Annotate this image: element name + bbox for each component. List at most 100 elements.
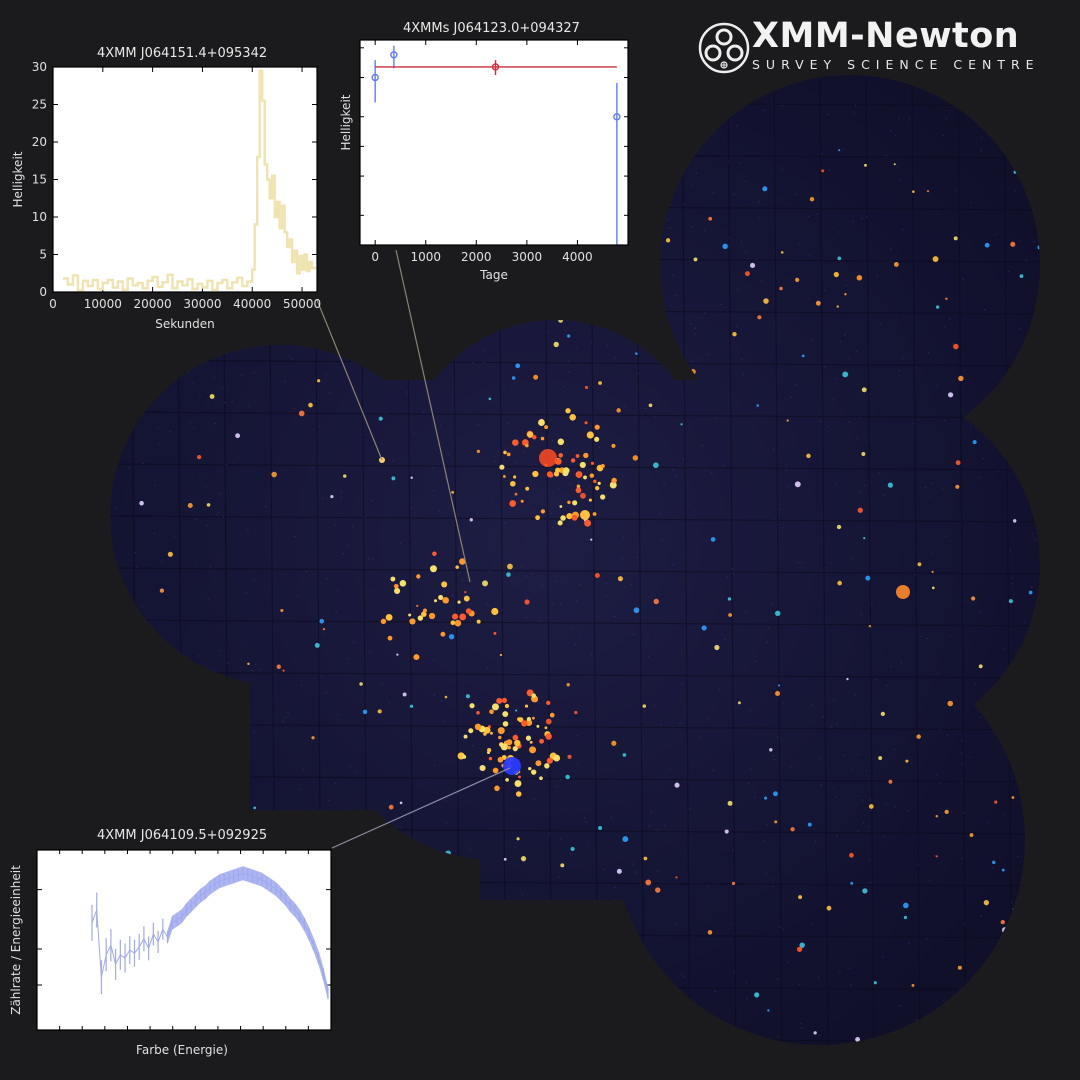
- mosaic-noise-dot: [258, 669, 261, 672]
- cluster-source: [526, 717, 532, 722]
- mosaic-noise-dot: [894, 806, 896, 808]
- mosaic-noise-dot: [1014, 189, 1016, 192]
- mosaic-noise-dot: [358, 349, 361, 351]
- xray-source: [644, 282, 650, 288]
- cluster-source: [562, 467, 570, 475]
- mosaic-noise-dot: [603, 868, 605, 870]
- mosaic-noise-dot: [936, 774, 938, 776]
- mosaic-noise-dot: [672, 468, 674, 471]
- mosaic-noise-dot: [740, 358, 743, 361]
- mosaic-noise-dot: [576, 600, 578, 602]
- mosaic-chip-line: [110, 463, 1040, 471]
- mosaic-noise-dot: [605, 582, 607, 585]
- mosaic-noise-dot: [240, 810, 243, 813]
- xray-source: [969, 833, 974, 837]
- cluster-source: [528, 766, 532, 771]
- lightcurve-y-tick-label: 15: [32, 173, 47, 187]
- cluster-source: [510, 480, 516, 487]
- mosaic-noise-dot: [110, 521, 111, 524]
- mosaic-noise-dot: [513, 973, 515, 975]
- mosaic-noise-dot: [357, 316, 359, 318]
- mosaic-noise-dot: [970, 201, 972, 204]
- xray-source: [731, 881, 736, 886]
- xray-source: [903, 902, 909, 909]
- mosaic-noise-dot: [577, 314, 580, 317]
- xray-source: [209, 394, 215, 399]
- logo-title: XMM-Newton: [752, 16, 1020, 56]
- xray-source: [612, 1013, 617, 1019]
- mosaic-noise-dot: [641, 265, 644, 267]
- mosaic-noise-dot: [548, 833, 551, 835]
- mosaic-noise-dot: [220, 695, 223, 698]
- mosaic-noise-dot: [1023, 622, 1026, 624]
- bright-source: [896, 585, 910, 599]
- xray-source: [727, 597, 732, 601]
- mosaic-noise-dot: [552, 526, 554, 529]
- mosaic-noise-dot: [683, 203, 686, 206]
- mosaic-noise-dot: [235, 784, 237, 786]
- mosaic-noise-dot: [818, 757, 821, 759]
- mosaic-noise-dot: [644, 267, 646, 269]
- mosaic-noise-dot: [966, 996, 969, 998]
- cluster-source: [463, 734, 468, 739]
- bright-source: [539, 449, 557, 467]
- cluster-source: [416, 574, 421, 579]
- xray-source: [714, 644, 720, 651]
- mosaic-noise-dot: [1012, 928, 1014, 931]
- mosaic-noise-dot: [586, 842, 589, 844]
- mosaic-noise-dot: [199, 394, 201, 396]
- xray-source: [165, 376, 168, 380]
- mosaic-noise-dot: [987, 91, 989, 93]
- mosaic-noise-dot: [848, 421, 850, 423]
- xray-source: [701, 625, 707, 631]
- mosaic-noise-dot: [569, 853, 571, 855]
- mosaic-noise-dot: [945, 117, 947, 120]
- mosaic-noise-dot: [834, 796, 837, 798]
- xray-source: [524, 599, 530, 605]
- mosaic-noise-dot: [711, 471, 713, 474]
- mosaic-noise-dot: [644, 296, 646, 298]
- cluster-source: [525, 486, 530, 491]
- cluster-source: [532, 434, 537, 440]
- mosaic-noise-dot: [567, 360, 570, 363]
- mosaic-noise-dot: [137, 665, 139, 668]
- mosaic-noise-dot: [927, 447, 929, 449]
- mosaic-noise-dot: [222, 515, 225, 518]
- mosaic-noise-dot: [662, 154, 665, 157]
- cluster-source: [517, 717, 521, 722]
- mosaic-noise-dot: [937, 672, 939, 675]
- mosaic-noise-dot: [651, 273, 653, 275]
- xray-source: [394, 852, 400, 858]
- cluster-source: [506, 739, 513, 746]
- mosaic-noise-dot: [447, 454, 450, 456]
- xray-source: [322, 627, 326, 631]
- xray-source: [665, 238, 671, 243]
- xray-source: [567, 754, 572, 759]
- cluster-source: [523, 720, 527, 724]
- cluster-source: [590, 461, 595, 465]
- xray-source: [600, 985, 607, 992]
- cluster-source: [584, 421, 588, 425]
- bright-source: [503, 757, 521, 775]
- mosaic-noise-dot: [836, 835, 838, 837]
- xray-source: [754, 992, 760, 998]
- xray-source: [865, 575, 871, 581]
- mosaic-noise-dot: [785, 469, 788, 471]
- mosaic-noise-dot: [136, 789, 139, 792]
- mosaic-noise-dot: [663, 483, 665, 486]
- mosaic-noise-dot: [171, 674, 173, 677]
- xray-source: [996, 944, 1001, 949]
- mosaic-noise-dot: [590, 341, 593, 343]
- mosaic-noise-dot: [984, 308, 986, 311]
- cluster-source: [441, 581, 448, 588]
- xray-source: [756, 404, 759, 407]
- mosaic-noise-dot: [933, 854, 936, 857]
- mosaic-noise-dot: [555, 580, 558, 582]
- mosaic-noise-dot: [141, 605, 143, 607]
- mosaic-noise-dot: [559, 603, 562, 605]
- cluster-source: [509, 500, 517, 507]
- mosaic-noise-dot: [807, 298, 809, 301]
- xray-source: [362, 709, 368, 715]
- xray-source: [476, 449, 481, 454]
